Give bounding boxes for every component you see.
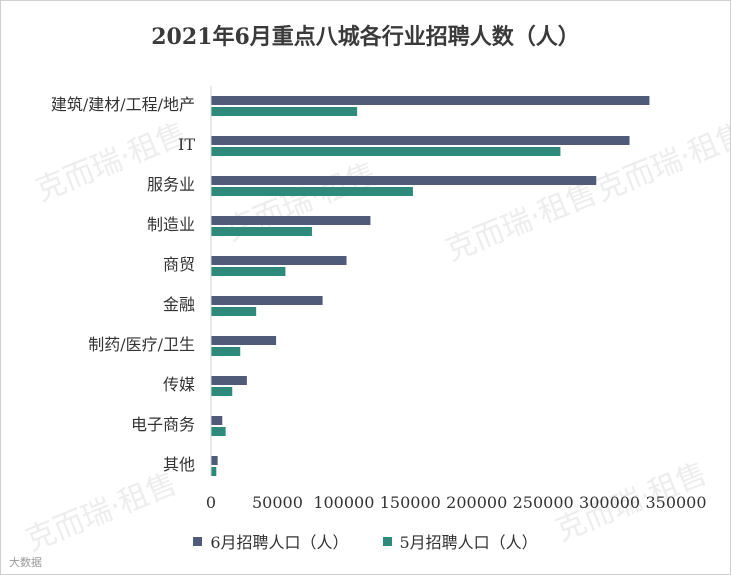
- category-label: 电子商务: [131, 415, 195, 434]
- category-label: 制造业: [147, 215, 195, 234]
- bar-june: [211, 416, 223, 425]
- category-label: 服务业: [147, 175, 195, 194]
- watermark-text: 克而瑞·租售: [441, 176, 602, 268]
- bar-june: [211, 376, 247, 385]
- bar-may: [211, 227, 312, 236]
- bar-june: [211, 336, 277, 345]
- legend-label: 6月招聘人口（人）: [210, 533, 349, 552]
- bar-may: [211, 347, 241, 356]
- bar-june: [211, 256, 347, 265]
- bar-may: [211, 187, 413, 196]
- legend-label: 5月招聘人口（人）: [399, 533, 538, 552]
- bar-june: [211, 456, 218, 465]
- legend-item: 6月招聘人口（人）: [193, 529, 349, 553]
- x-tick-label: 250000: [513, 493, 574, 512]
- bar-june: [211, 176, 597, 185]
- legend-swatch: [193, 536, 203, 546]
- legend-item: 5月招聘人口（人）: [382, 529, 538, 553]
- category-label: 传媒: [163, 375, 195, 394]
- watermark-text: 克而瑞·租售: [31, 116, 192, 208]
- source-label: 大数据: [9, 556, 42, 569]
- chart-legend: 6月招聘人口（人） 5月招聘人口（人）: [1, 529, 730, 553]
- x-tick-label: 0: [206, 493, 216, 512]
- bar-may: [211, 387, 233, 396]
- bar-june: [211, 296, 323, 305]
- x-tick-label: 200000: [446, 493, 507, 512]
- bar-june: [211, 96, 650, 105]
- x-tick-label: 300000: [579, 493, 640, 512]
- x-tick-label: 350000: [645, 493, 706, 512]
- category-label: IT: [178, 135, 195, 154]
- category-label: 建筑/建材/工程/地产: [51, 95, 195, 114]
- bar-may: [211, 467, 217, 476]
- legend-swatch: [382, 536, 392, 546]
- category-label: 金融: [163, 295, 195, 314]
- x-tick-label: 100000: [313, 493, 374, 512]
- bar-may: [211, 107, 358, 116]
- bar-may: [211, 147, 561, 156]
- bar-may: [211, 427, 226, 436]
- bar-may: [211, 307, 257, 316]
- x-tick-label: 50000: [252, 493, 303, 512]
- bar-june: [211, 136, 630, 145]
- x-tick-label: 150000: [380, 493, 441, 512]
- category-label: 商贸: [163, 255, 195, 274]
- chart-title: 2021年6月重点八城各行业招聘人数（人）: [151, 24, 580, 50]
- category-label: 其他: [163, 455, 195, 474]
- category-label: 制药/医疗/卫生: [88, 335, 195, 354]
- watermark-text: 克而瑞·租售: [591, 116, 730, 208]
- bar-june: [211, 216, 371, 225]
- bar-may: [211, 267, 286, 276]
